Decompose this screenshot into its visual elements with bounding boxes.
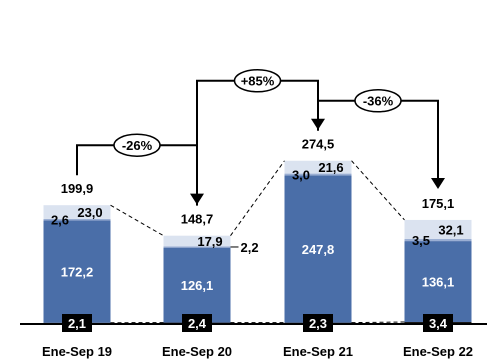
bar-segment-4 (404, 219, 472, 240)
total-label: 148,7 (181, 212, 214, 227)
data-label: 2,6 (51, 213, 69, 228)
data-label: 3,0 (292, 167, 310, 182)
data-label: 2,3 (309, 316, 327, 331)
data-label: 2,2 (241, 240, 259, 255)
x-tick-label: Ene-Sep 21 (283, 344, 353, 359)
bar-segment-4 (43, 205, 111, 219)
total-label: 199,9 (61, 181, 94, 196)
labels: Ene-Sep 19 199,9 2,1 172,2 23,0 2,6 Ene-Sep 20… (42, 137, 473, 359)
change-oval (113, 133, 161, 157)
total-label: 175,1 (422, 196, 455, 211)
bars (43, 160, 472, 324)
change-arrows: -26% +85% -36% (76, 68, 445, 206)
bar-segment-2 (43, 220, 111, 323)
x-tick-label: Ene-Sep 22 (403, 344, 473, 359)
data-label: 3,5 (412, 233, 430, 248)
data-label: 21,6 (318, 160, 343, 175)
data-label: 247,8 (302, 242, 335, 257)
connector-line (351, 321, 405, 324)
data-label: 136,1 (422, 275, 455, 290)
bar-segment-3 (284, 173, 352, 176)
data-label: 2,1 (68, 316, 86, 331)
connector-line (230, 160, 285, 236)
change-label: -36% (363, 94, 394, 109)
data-label: 3,4 (429, 316, 448, 331)
change-label: +85% (241, 74, 275, 89)
bar-segment-3 (163, 246, 231, 248)
data-label: 17,9 (197, 234, 222, 249)
x-tick-label: Ene-Sep 20 (162, 344, 232, 359)
connector-lines (110, 160, 405, 324)
bar-segment-4 (163, 235, 231, 247)
connector-line (351, 160, 405, 221)
change-oval (354, 88, 402, 113)
value-label-box (62, 314, 92, 332)
value-label-box (182, 314, 212, 332)
bar-segment-2 (284, 175, 352, 323)
bar-segment-4 (284, 160, 352, 174)
bar-segment-3 (404, 239, 472, 242)
data-label: 2,4 (188, 316, 207, 331)
value-label-box (423, 314, 453, 332)
bar-segment-2 (404, 241, 472, 322)
value-label-box (303, 314, 333, 332)
change-label: -26% (122, 138, 153, 153)
arrowhead-icon (431, 177, 445, 189)
bar-segment-2 (163, 247, 231, 323)
bar-segment-3 (43, 218, 111, 221)
change-oval (233, 68, 282, 93)
data-label: 23,0 (77, 205, 102, 220)
data-label: 32,1 (438, 222, 463, 237)
total-label: 274,5 (302, 137, 335, 152)
x-tick-label: Ene-Sep 19 (42, 344, 112, 359)
data-label: 126,1 (181, 278, 214, 293)
data-label: 172,2 (61, 265, 94, 280)
connector-line (110, 204, 164, 237)
